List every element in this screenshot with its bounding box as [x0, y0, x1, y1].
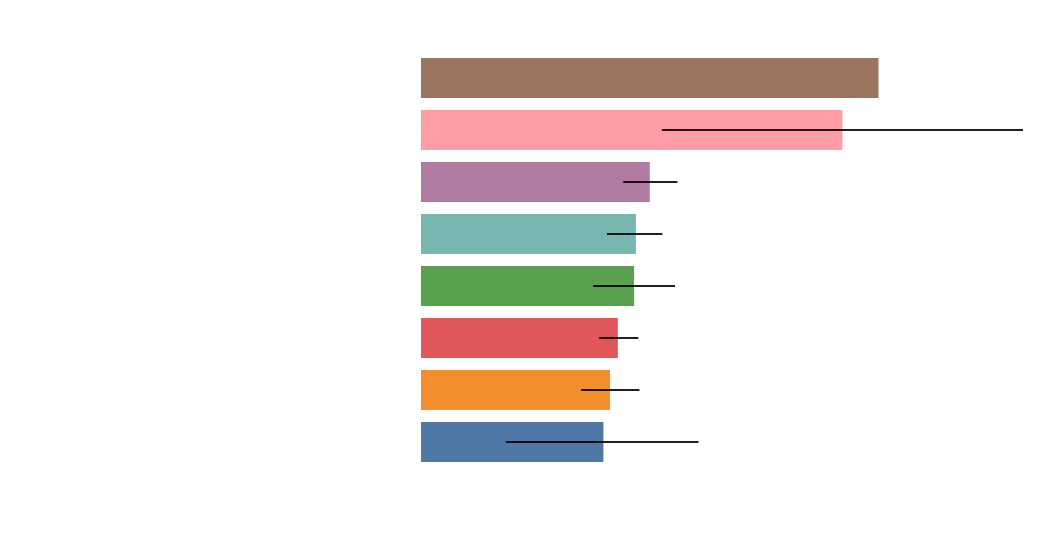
bar-4	[421, 214, 636, 254]
bar-7	[421, 370, 611, 410]
bar-3	[421, 162, 650, 202]
bar-6	[421, 318, 618, 358]
bar-1	[421, 58, 879, 98]
